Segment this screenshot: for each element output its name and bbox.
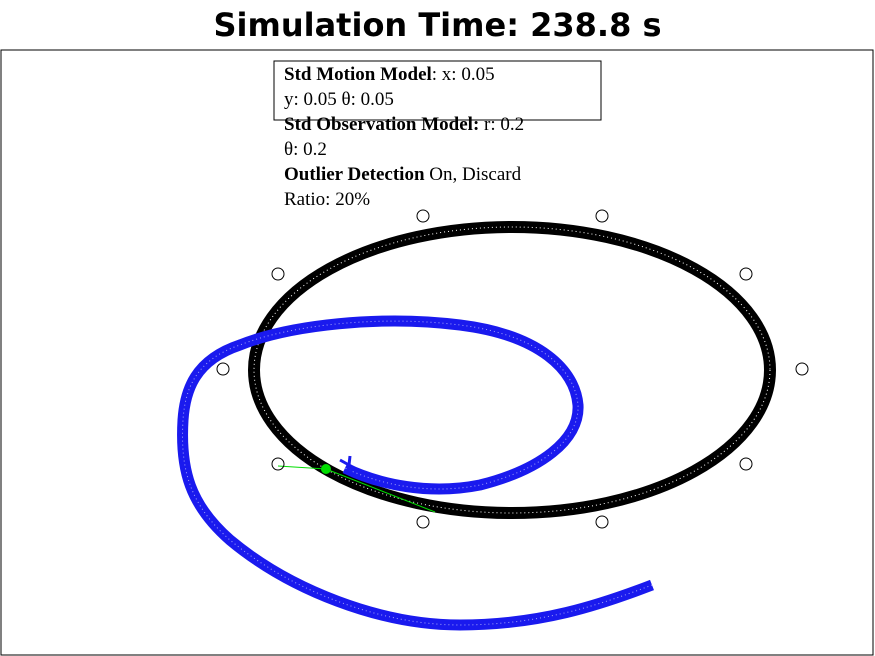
info-value: y: 0.05 θ: 0.05 [284, 89, 394, 110]
true-path-hatch [253, 226, 771, 514]
info-label: Std Motion Model [284, 64, 432, 85]
info-box [273, 60, 602, 121]
info-line: Outlier Detection On, Discard [284, 162, 524, 187]
robot-position [321, 464, 331, 474]
info-value: : x: 0.05 [431, 64, 495, 85]
observation-ray [325, 468, 436, 513]
info-value: Ratio: 20% [284, 189, 371, 210]
info-line: Std Motion Model: x: 0.05 [284, 62, 524, 87]
info-label: Outlier Detection [284, 164, 425, 185]
estimated-path-hatch [182, 320, 653, 626]
plot-frame [0, 49, 874, 656]
info-line: θ: 0.2 [284, 137, 524, 162]
info-label: Std Observation Model: [284, 114, 480, 135]
observation-ray [277, 465, 327, 470]
info-line: y: 0.05 θ: 0.05 [284, 87, 524, 112]
info-text: Std Motion Model: x: 0.05 y: 0.05 θ: 0.05… [284, 62, 524, 212]
title: Simulation Time: 238.8 s [213, 6, 662, 44]
landmarks [216, 209, 809, 529]
info-value: θ: 0.2 [284, 139, 327, 160]
info-value: On, Discard [424, 164, 522, 185]
robot-marker [339, 455, 359, 475]
info-line: Std Observation Model: r: 0.2 [284, 112, 524, 137]
info-line: Ratio: 20% [284, 187, 524, 212]
info-value: r: 0.2 [479, 114, 525, 135]
